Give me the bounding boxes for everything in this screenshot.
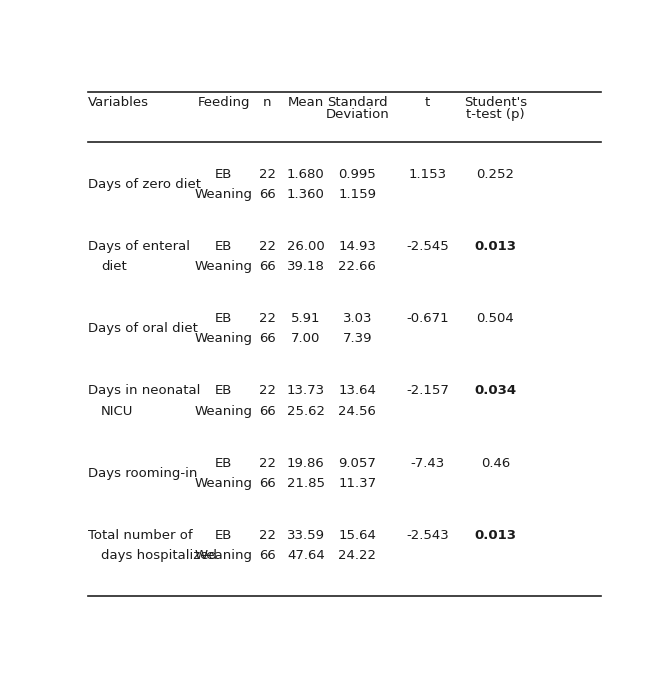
Text: 15.64: 15.64 bbox=[339, 529, 376, 542]
Text: 66: 66 bbox=[259, 188, 276, 201]
Text: 14.93: 14.93 bbox=[339, 240, 376, 253]
Text: days hospitalized: days hospitalized bbox=[101, 549, 217, 562]
Text: 26.00: 26.00 bbox=[287, 240, 325, 253]
Text: 1.680: 1.680 bbox=[287, 167, 325, 181]
Text: 0.995: 0.995 bbox=[339, 167, 376, 181]
Text: 33.59: 33.59 bbox=[287, 529, 325, 542]
Text: 0.013: 0.013 bbox=[474, 529, 516, 542]
Text: 13.73: 13.73 bbox=[287, 384, 325, 397]
Text: 22: 22 bbox=[259, 384, 276, 397]
Text: n: n bbox=[263, 96, 271, 109]
Text: diet: diet bbox=[101, 260, 127, 273]
Text: Weaning: Weaning bbox=[195, 333, 253, 345]
Text: 66: 66 bbox=[259, 549, 276, 562]
Text: 13.64: 13.64 bbox=[339, 384, 376, 397]
Text: 22: 22 bbox=[259, 312, 276, 325]
Text: Student's: Student's bbox=[464, 96, 527, 109]
Text: 0.504: 0.504 bbox=[476, 312, 514, 325]
Text: Weaning: Weaning bbox=[195, 477, 253, 490]
Text: 1.153: 1.153 bbox=[409, 167, 447, 181]
Text: EB: EB bbox=[215, 384, 233, 397]
Text: 22.66: 22.66 bbox=[339, 260, 376, 273]
Text: -2.543: -2.543 bbox=[407, 529, 449, 542]
Text: 11.37: 11.37 bbox=[339, 477, 376, 490]
Text: 22: 22 bbox=[259, 240, 276, 253]
Text: 5.91: 5.91 bbox=[291, 312, 321, 325]
Text: 9.057: 9.057 bbox=[339, 456, 376, 470]
Text: Days rooming-in: Days rooming-in bbox=[88, 466, 198, 479]
Text: t: t bbox=[425, 96, 430, 109]
Text: NICU: NICU bbox=[101, 405, 134, 418]
Text: -2.157: -2.157 bbox=[407, 384, 449, 397]
Text: 22: 22 bbox=[259, 529, 276, 542]
Text: 66: 66 bbox=[259, 477, 276, 490]
Text: 3.03: 3.03 bbox=[343, 312, 372, 325]
Text: Feeding: Feeding bbox=[198, 96, 250, 109]
Text: 1.159: 1.159 bbox=[339, 188, 376, 201]
Text: Standard: Standard bbox=[327, 96, 388, 109]
Text: Days of oral diet: Days of oral diet bbox=[88, 322, 198, 335]
Text: Total number of: Total number of bbox=[88, 529, 193, 542]
Text: Variables: Variables bbox=[88, 96, 149, 109]
Text: 66: 66 bbox=[259, 260, 276, 273]
Text: Weaning: Weaning bbox=[195, 260, 253, 273]
Text: EB: EB bbox=[215, 456, 233, 470]
Text: 22: 22 bbox=[259, 167, 276, 181]
Text: Weaning: Weaning bbox=[195, 549, 253, 562]
Text: 1.360: 1.360 bbox=[287, 188, 325, 201]
Text: 0.252: 0.252 bbox=[476, 167, 515, 181]
Text: 0.013: 0.013 bbox=[474, 240, 516, 253]
Text: 66: 66 bbox=[259, 405, 276, 418]
Text: 19.86: 19.86 bbox=[287, 456, 325, 470]
Text: 24.56: 24.56 bbox=[339, 405, 376, 418]
Text: EB: EB bbox=[215, 240, 233, 253]
Text: Deviation: Deviation bbox=[325, 108, 389, 121]
Text: 0.46: 0.46 bbox=[480, 456, 510, 470]
Text: 24.22: 24.22 bbox=[339, 549, 376, 562]
Text: 0.034: 0.034 bbox=[474, 384, 517, 397]
Text: t-test (p): t-test (p) bbox=[466, 108, 525, 121]
Text: 22: 22 bbox=[259, 456, 276, 470]
Text: -0.671: -0.671 bbox=[407, 312, 449, 325]
Text: Weaning: Weaning bbox=[195, 188, 253, 201]
Text: 47.64: 47.64 bbox=[287, 549, 325, 562]
Text: 7.39: 7.39 bbox=[343, 333, 372, 345]
Text: -2.545: -2.545 bbox=[407, 240, 449, 253]
Text: 7.00: 7.00 bbox=[291, 333, 321, 345]
Text: Mean: Mean bbox=[288, 96, 324, 109]
Text: EB: EB bbox=[215, 312, 233, 325]
Text: EB: EB bbox=[215, 529, 233, 542]
Text: Days in neonatal: Days in neonatal bbox=[88, 384, 200, 397]
Text: 39.18: 39.18 bbox=[287, 260, 325, 273]
Text: -7.43: -7.43 bbox=[411, 456, 445, 470]
Text: 66: 66 bbox=[259, 333, 276, 345]
Text: Days of zero diet: Days of zero diet bbox=[88, 177, 201, 190]
Text: Weaning: Weaning bbox=[195, 405, 253, 418]
Text: Days of enteral: Days of enteral bbox=[88, 240, 190, 253]
Text: 21.85: 21.85 bbox=[287, 477, 325, 490]
Text: 25.62: 25.62 bbox=[287, 405, 325, 418]
Text: EB: EB bbox=[215, 167, 233, 181]
